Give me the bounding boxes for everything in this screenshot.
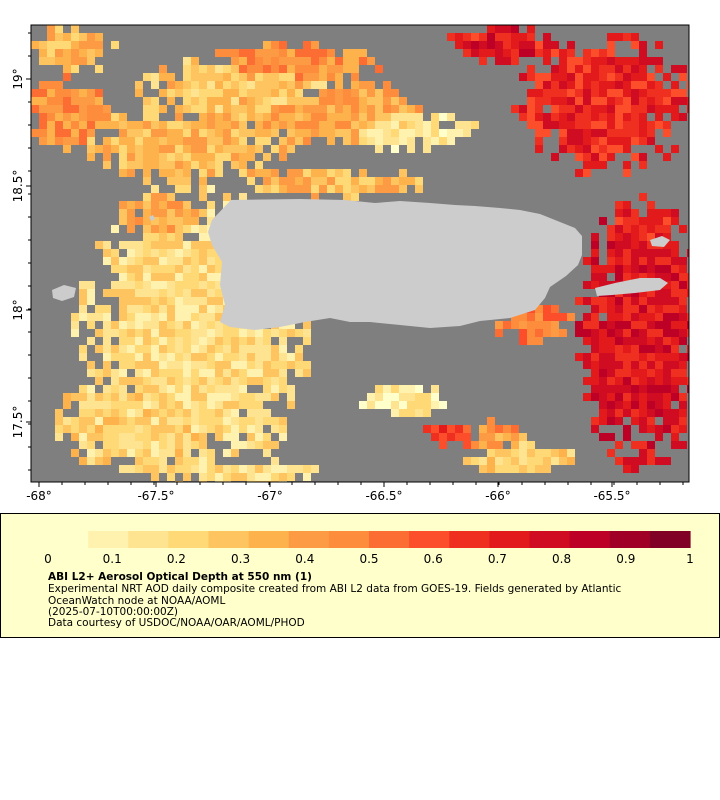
legend-title: ABI L2+ Aerosol Optical Depth at 550 nm …: [48, 571, 312, 583]
longitude-tick-label: -66.5°: [365, 489, 402, 503]
colorbar-swatch: [569, 531, 611, 548]
colorbar-tick-label: 0.2: [167, 552, 186, 566]
colorbar-swatch: [609, 531, 651, 548]
colorbar-tick-label: 0.5: [359, 552, 378, 566]
colorbar-swatch: [489, 531, 531, 548]
desecheo-island: [149, 215, 155, 221]
longitude-tick-label: -67.5°: [137, 489, 174, 503]
colorbar-swatch: [649, 531, 691, 548]
latitude-tick-label: 17.5°: [11, 406, 25, 439]
colorbar-swatch: [328, 531, 370, 548]
culebra-island: [650, 236, 670, 247]
legend-credit: Data courtesy of USDOC/NOAA/OAR/AOML/PHO…: [48, 617, 305, 629]
colorbar-swatch: [208, 531, 250, 548]
colorbar-swatch: [48, 531, 89, 548]
colorbar-swatch: [168, 531, 210, 548]
map-figure: -68° -67.5° -67° -66.5° -66° -65.5° 19° 18.5° 1…: [11, 24, 690, 503]
colorbar-swatch: [128, 531, 169, 548]
colorbar-tick-label: 0: [44, 552, 52, 566]
colorbar-swatch: [449, 531, 490, 548]
legend-date: (2025-07-10T00:00:00Z): [48, 606, 178, 618]
longitude-tick-label: -67°: [257, 489, 283, 503]
latitude-tick-label: 18°: [11, 299, 25, 320]
colorbar-swatch: [288, 531, 330, 548]
colorbar-swatch: [409, 531, 450, 548]
aod-map: -68° -67.5° -67° -66.5° -66° -65.5° 19°18.5°1…: [11, 24, 690, 503]
map-frame: [30, 24, 690, 483]
colorbar-tick-label: 0.8: [552, 552, 571, 566]
legend-description: Experimental NRT AOD daily composite cre…: [48, 583, 622, 607]
vieques-island: [595, 278, 668, 296]
latitude-tick-label: 19°: [11, 68, 25, 89]
colorbar-tick-label: 0.4: [295, 552, 314, 566]
mona-island: [52, 285, 76, 301]
colorbar-tick-label: 0.3: [231, 552, 250, 566]
longitude-tick-label: -68°: [26, 489, 52, 503]
longitude-axis: -68° -67.5° -67° -66.5° -66° -65.5°: [26, 482, 684, 503]
colorbar: 0 0.1 0.2 0.3 0.4 0.5 0.6 0.7 0.8 0.9 1: [44, 531, 694, 566]
colorbar-tick-label: 0.7: [488, 552, 507, 566]
colorbar-swatch: [248, 531, 290, 548]
colorbar-swatch: [529, 531, 571, 548]
longitude-tick-label: -66°: [485, 489, 511, 503]
colorbar-tick-label: 0.1: [103, 552, 122, 566]
puerto-rico-land: [208, 199, 582, 330]
latitude-tick-label: 18.5°: [11, 170, 25, 203]
colorbar-tick-label: 0.6: [424, 552, 443, 566]
colorbar-swatch: [88, 531, 129, 548]
colorbar-tick-label: 0.9: [616, 552, 635, 566]
latitude-axis: 19° 18.5° 18° 17.5°: [11, 32, 31, 471]
legend-panel: 0 0.1 0.2 0.3 0.4 0.5 0.6 0.7 0.8 0.9 1 ABI L2+ Ae…: [0, 513, 720, 638]
colorbar-tick-label: 1: [686, 552, 694, 566]
colorbar-swatch: [369, 531, 410, 548]
longitude-tick-label: -65.5°: [593, 489, 630, 503]
